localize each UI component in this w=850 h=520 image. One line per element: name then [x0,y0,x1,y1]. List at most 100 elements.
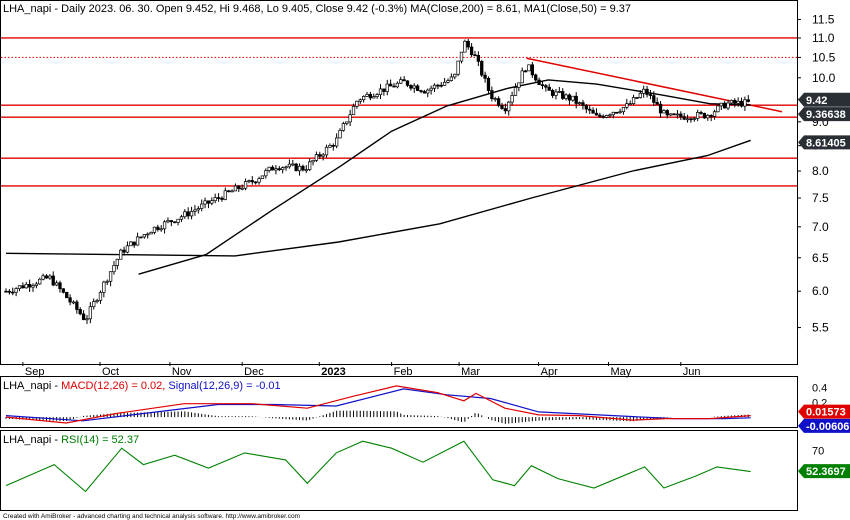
candle-body [223,190,227,200]
candle-body [375,94,379,97]
candle-body [233,185,238,192]
candle-body [361,96,366,101]
candle [368,91,373,101]
candle [358,98,362,104]
candle [675,109,680,119]
close-price-badge-shape [798,92,850,107]
candle [739,97,744,108]
candle [652,91,656,107]
candle [709,114,713,122]
candle-body [115,258,119,266]
candle-body [7,290,12,293]
candle [108,271,113,287]
candle [716,104,720,113]
macd-line [5,385,751,424]
price-header: LHA_napi - Daily 2023. 06. 30. Open 9.45… [3,3,631,15]
x-tick-label: Jun [683,366,701,378]
candle [179,214,184,222]
candle-body [662,110,666,114]
candle [4,288,8,293]
candle [92,298,96,310]
candle-body [702,112,707,119]
macd-y-tick-label: 0.4 [812,382,827,394]
candle [348,109,352,127]
candle [291,160,295,167]
candle [193,205,197,216]
candle [24,281,28,289]
candle [746,95,750,103]
candle-body [257,178,261,183]
candle [726,99,730,111]
candle [604,114,609,119]
candle [392,82,396,88]
candle-body [277,168,281,171]
candle [318,151,322,160]
candle [200,199,204,212]
candle [341,121,346,132]
candle-body [426,89,430,94]
candle [645,85,649,98]
candle-body [284,166,288,169]
candle-body [503,108,508,112]
candle-body [372,96,376,99]
candle [442,77,447,86]
candle-body [395,82,400,88]
macd-header-symbol: LHA_napi [3,380,51,392]
candle-body [598,114,602,117]
candle [466,39,470,50]
candle-body [480,61,484,76]
candle-body [412,85,416,89]
candle [176,218,180,226]
candle-body [287,163,292,168]
candle [31,283,35,292]
candle [237,185,241,192]
candle-body [743,99,747,107]
candle-body [335,137,339,147]
y-tick-label: 5.5 [812,321,829,335]
candle [216,193,221,202]
candle-body [591,109,595,114]
rsi-header-sep: - [51,434,61,446]
rsi-header-rsi: RSI(14) = 52.37 [61,434,139,446]
candle-body [173,221,177,224]
candle [571,95,575,102]
candle [85,314,89,324]
ma200-badge-shape [798,135,850,150]
candle [102,280,106,298]
candle-body [453,73,457,78]
candle [507,100,511,116]
candle [564,93,568,101]
candle-body [500,105,504,109]
candle [284,165,288,171]
candle-body [250,180,254,183]
candle [115,258,119,270]
candle-body [534,74,538,81]
candle-body [324,146,329,156]
candle-body [240,187,244,190]
level-price-badge-label: 9.36638 [806,109,846,121]
candle-body [21,285,25,289]
candle [608,113,612,118]
candle-body [642,88,646,94]
candle-body [405,80,410,86]
candle [523,69,528,73]
candle [432,83,437,92]
candle [345,121,349,126]
candle-body [254,181,258,184]
candle [247,179,251,184]
candle [129,241,133,247]
y-tick-label: 8.0 [812,164,829,178]
candle [14,287,18,297]
candle-body [709,115,713,117]
candle-body [142,234,146,238]
candle [186,207,190,220]
candle [159,225,163,232]
candle-body [27,283,32,288]
candle-body [679,113,683,117]
candle-body [139,236,143,239]
candle [240,184,244,191]
candle-body [294,163,298,172]
candle-body [540,84,545,87]
price-layer [1,37,797,324]
candle [625,98,629,110]
